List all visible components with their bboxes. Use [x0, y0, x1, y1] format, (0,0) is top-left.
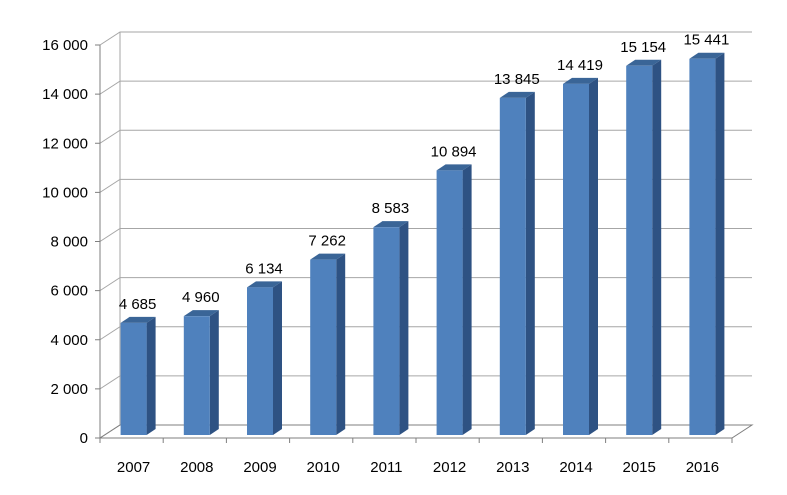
y-tick-label: 14 000 — [42, 86, 88, 103]
bar-side — [462, 164, 472, 435]
bar-top — [247, 281, 282, 288]
data-label: 14 419 — [557, 57, 603, 74]
y-tick-label: 10 000 — [42, 184, 88, 201]
bar — [436, 164, 472, 435]
bar-side — [715, 52, 725, 435]
data-label: 4 685 — [119, 296, 157, 313]
data-label: 13 845 — [494, 71, 540, 88]
data-label: 8 583 — [372, 200, 410, 217]
bar-front — [247, 287, 273, 435]
bars — [120, 52, 725, 435]
x-tick-label: 2014 — [559, 459, 592, 476]
bar-side — [399, 221, 409, 435]
bar-top — [626, 59, 662, 66]
floor — [98, 424, 754, 439]
bar-front — [310, 259, 337, 435]
bar — [373, 221, 409, 435]
y-axis-tick-labels: 0 2 000 4 000 6 000 8 000 10 000 12 000 14 000 1… — [42, 37, 88, 447]
x-tick-label: 2007 — [117, 459, 150, 476]
bar-top — [689, 52, 725, 59]
bar — [247, 281, 282, 435]
bar-front — [563, 83, 589, 435]
y-tick-label: 16 000 — [42, 37, 88, 54]
x-tick-label: 2008 — [180, 459, 213, 476]
y-tick-label: 12 000 — [42, 135, 88, 152]
bar-top — [563, 77, 598, 84]
bar — [563, 77, 598, 435]
bar — [626, 59, 662, 435]
bar-top — [183, 310, 219, 317]
bar-top — [436, 164, 472, 171]
bar-top — [120, 316, 156, 323]
bar-front — [436, 170, 463, 435]
bar — [183, 310, 219, 435]
bar — [310, 253, 346, 435]
bar-side — [336, 253, 346, 435]
bar-side — [652, 59, 662, 435]
axes — [95, 32, 754, 443]
bar-front — [373, 227, 400, 435]
bar-front — [499, 97, 526, 435]
x-tick-label: 2011 — [370, 459, 402, 476]
data-label: 7 262 — [308, 233, 346, 250]
y-tick-label: 4 000 — [50, 332, 88, 349]
bar — [120, 316, 156, 435]
data-label: 4 960 — [182, 289, 220, 306]
bar-side — [273, 281, 282, 435]
bar-top — [310, 253, 346, 260]
x-tick-label: 2012 — [433, 459, 466, 476]
x-tick-label: 2013 — [496, 459, 529, 476]
bar-front — [120, 322, 147, 435]
data-label: 15 441 — [683, 32, 729, 49]
y-tick-label: 2 000 — [50, 381, 88, 398]
x-tick-label: 2015 — [623, 459, 656, 476]
bar-side — [209, 310, 219, 435]
bar-front — [183, 316, 210, 435]
data-labels: 4 685 4 960 6 134 7 262 8 583 10 894 13 845 14 … — [119, 32, 730, 313]
bar-front — [689, 58, 716, 435]
bar — [499, 91, 535, 435]
bar-front — [626, 65, 653, 435]
x-tick-label: 2010 — [307, 459, 340, 476]
x-tick-label: 2016 — [686, 459, 719, 476]
data-label: 10 894 — [431, 143, 477, 160]
x-axis-tick-labels: 2007 2008 2009 2010 2011 2012 2013 2014 2015 2016 — [117, 459, 719, 476]
bar-side — [525, 91, 535, 435]
bar-side — [589, 77, 598, 435]
data-label: 6 134 — [245, 260, 283, 277]
y-tick-label: 8 000 — [50, 234, 88, 251]
data-label: 15 154 — [620, 39, 666, 56]
x-tick-label: 2009 — [243, 459, 276, 476]
bar-top — [373, 221, 409, 228]
bar-top — [499, 91, 535, 98]
y-tick-label: 6 000 — [50, 283, 88, 300]
bar — [689, 52, 725, 435]
bar-side — [146, 316, 156, 435]
y-tick-label: 0 — [80, 430, 88, 447]
